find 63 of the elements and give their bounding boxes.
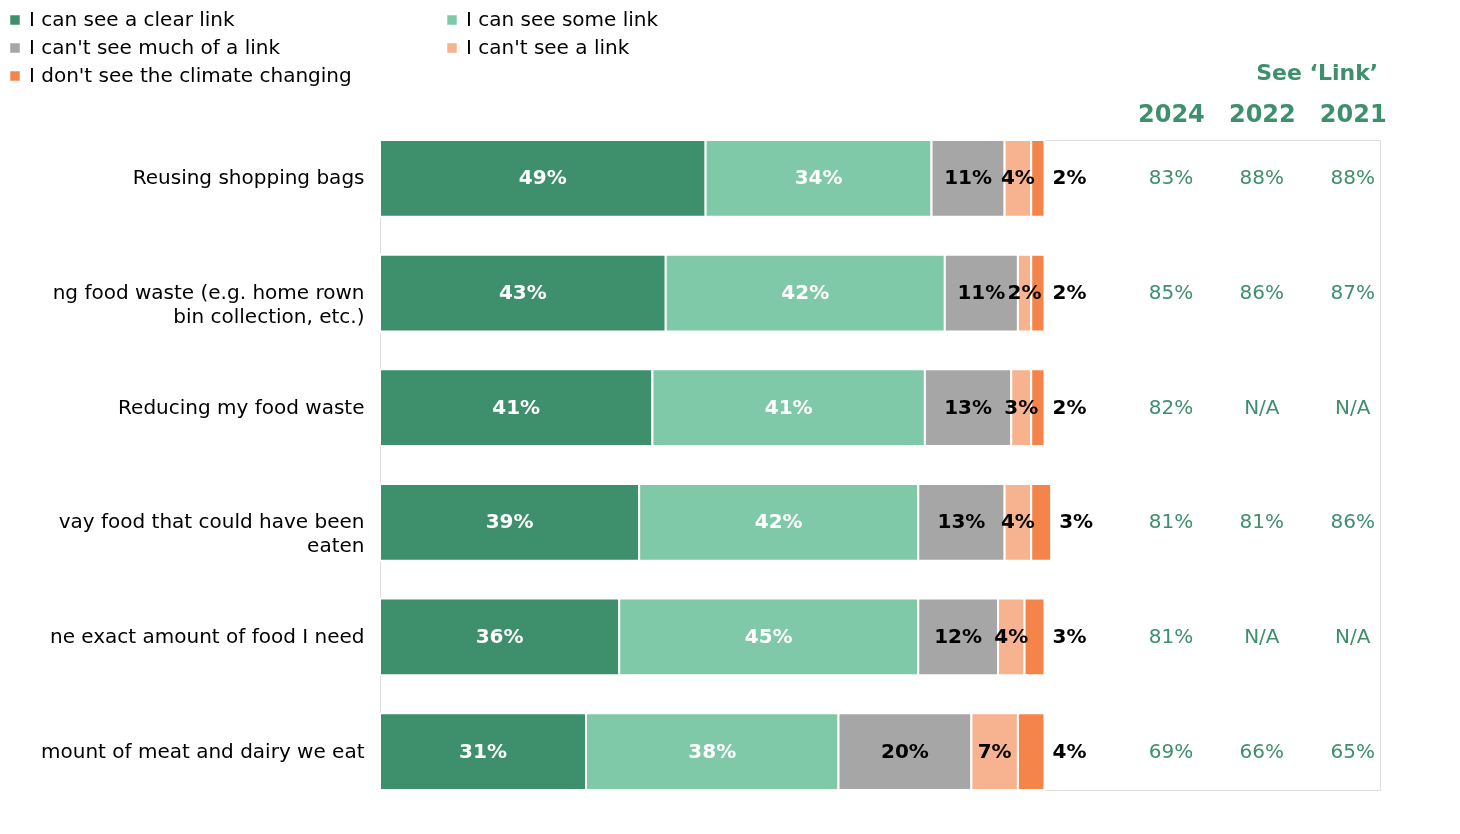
data-label: 4% xyxy=(994,623,1029,648)
data-label: 41% xyxy=(764,394,813,419)
text: 66% xyxy=(1239,738,1285,763)
y-tick-label: Reusing shopping bags xyxy=(132,165,365,190)
text: 85% xyxy=(1148,280,1194,305)
data-label: 45% xyxy=(744,623,793,648)
data-label: 2% xyxy=(1007,280,1042,305)
data-label: 36% xyxy=(475,623,524,648)
data-label: 13% xyxy=(937,509,986,534)
data-label: 4% xyxy=(1000,509,1035,534)
data-label: 11% xyxy=(957,280,1006,305)
data-label: 4% xyxy=(1000,165,1035,190)
data-label: 41% xyxy=(492,394,541,419)
text: 88% xyxy=(1239,165,1285,190)
y-tick-label: vay food that could have been eaten xyxy=(58,509,365,558)
data-label: 42% xyxy=(781,280,830,305)
legend-label: I can see some link xyxy=(466,7,659,31)
text: 81% xyxy=(1148,623,1194,648)
data-label: 12% xyxy=(934,623,983,648)
text: N/A xyxy=(1335,623,1371,648)
legend-label: I can't see much of a link xyxy=(29,35,281,59)
data-label: 20% xyxy=(881,738,929,763)
data-label: 7% xyxy=(977,738,1012,763)
category-label: 2022 xyxy=(1228,99,1296,128)
category-label: 2024 xyxy=(1138,99,1205,128)
data-label: 31% xyxy=(459,738,507,763)
text: 82% xyxy=(1148,394,1194,419)
y-tick-label: mount of meat and dairy we eat xyxy=(41,738,365,763)
text: 65% xyxy=(1330,738,1375,763)
data-label: 43% xyxy=(498,280,547,305)
text: 86% xyxy=(1239,280,1285,305)
data-label: 2% xyxy=(1052,165,1087,190)
data-label: 2% xyxy=(1052,280,1087,305)
text: See ‘Link’ xyxy=(1256,59,1379,85)
legend-label: I can see a clear link xyxy=(29,7,236,31)
text: 81% xyxy=(1148,509,1194,534)
data-label: 13% xyxy=(944,394,993,419)
data-label: 4% xyxy=(1052,738,1087,763)
text: 81% xyxy=(1239,509,1285,534)
text: N/A xyxy=(1244,394,1280,419)
legend-label: I can't see a link xyxy=(466,35,630,59)
y-tick-label: ne exact amount of food I need xyxy=(49,623,365,648)
text: 86% xyxy=(1330,509,1375,534)
text: 83% xyxy=(1148,165,1194,190)
category-label: 2021 xyxy=(1319,99,1387,128)
data-label: 3% xyxy=(1004,394,1039,419)
data-label: 11% xyxy=(944,165,993,190)
text: N/A xyxy=(1244,623,1280,648)
text: 69% xyxy=(1148,738,1194,763)
text: N/A xyxy=(1335,394,1371,419)
y-tick-label: Reducing my food waste xyxy=(118,394,365,419)
text: 88% xyxy=(1330,165,1375,190)
y-tick-label: ng food waste (e.g. home rown bin collection, etc.) xyxy=(52,280,365,329)
data-label: 42% xyxy=(754,509,803,534)
data-label: 3% xyxy=(1052,623,1087,648)
data-label: 34% xyxy=(794,165,843,190)
legend-label: I don't see the climate changing xyxy=(29,63,352,87)
data-label: 2% xyxy=(1052,394,1087,419)
data-label: 3% xyxy=(1059,509,1094,534)
data-label: 49% xyxy=(518,165,567,190)
text: 87% xyxy=(1330,280,1375,305)
data-label: 39% xyxy=(485,509,534,534)
data-label: 38% xyxy=(688,738,737,763)
